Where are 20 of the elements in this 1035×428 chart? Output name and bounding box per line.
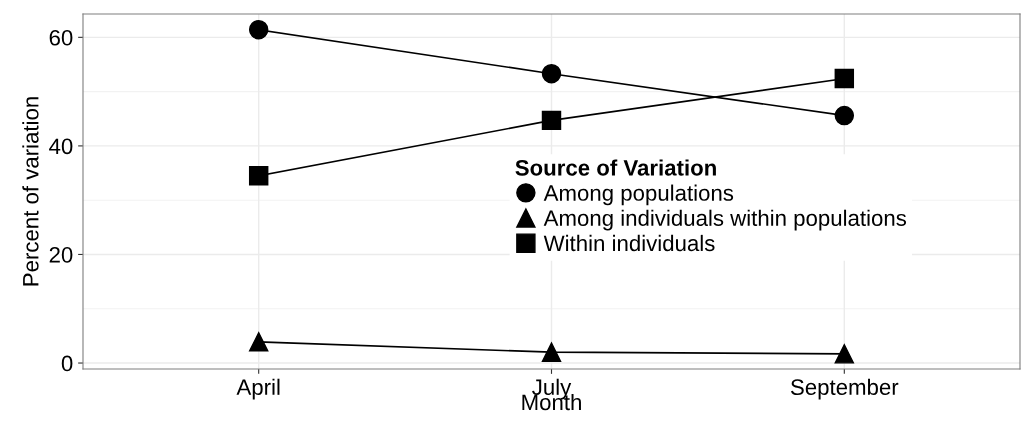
point [834,344,855,364]
point [541,110,562,131]
legend-title: Source of Variation [515,159,716,176]
y-tick-label: 60 [49,29,73,46]
point [834,68,855,89]
point [834,105,855,126]
legend-label: Among populations [543,184,734,206]
y-tick-label: 0 [61,355,73,372]
point [248,166,269,186]
point [248,20,269,40]
point [541,63,562,84]
point [248,332,269,352]
point [541,342,562,362]
x-tick-label: April [236,378,280,400]
legend-label: Among individuals within populations [543,209,907,231]
y-tick-label: 20 [49,247,73,263]
legend-label: Within individuals [543,234,715,252]
x-tick-label: September [790,378,899,400]
y-axis-title: Percent of variation [22,97,39,286]
y-tick-label: 40 [49,138,73,155]
